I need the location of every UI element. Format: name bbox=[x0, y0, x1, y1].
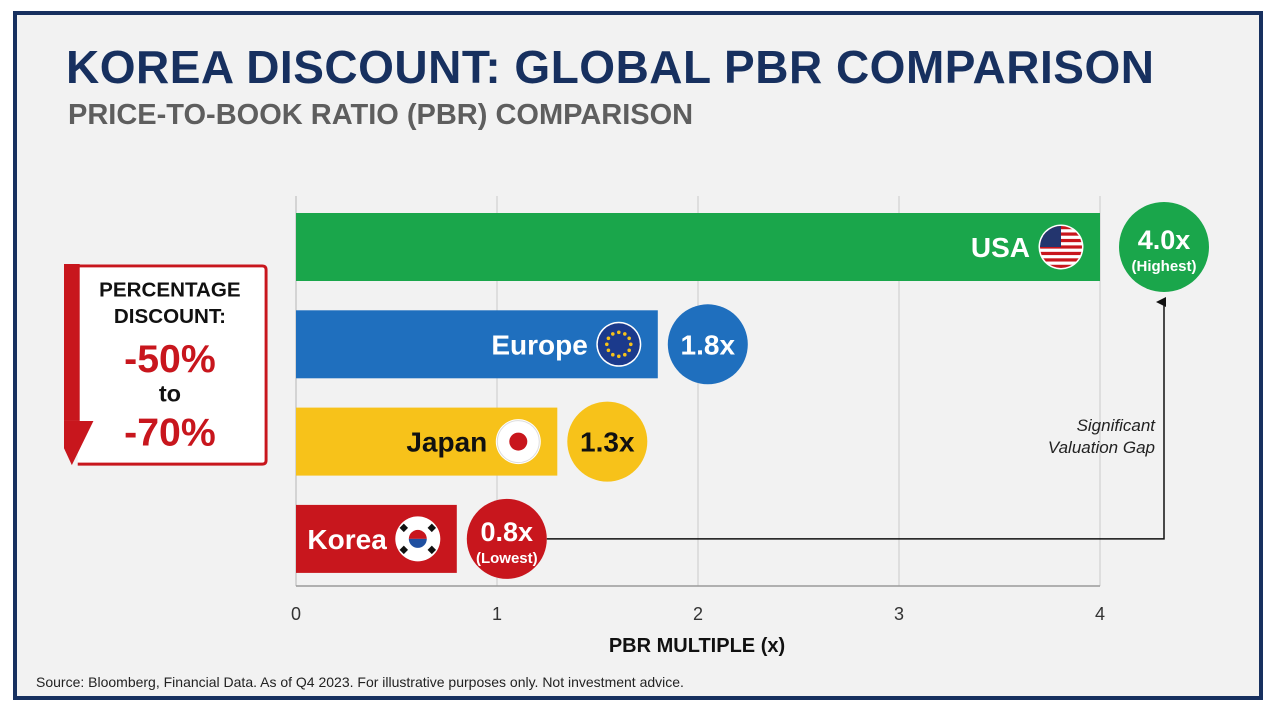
x-tick-label: 0 bbox=[291, 604, 301, 624]
valuation-gap-arrow bbox=[546, 297, 1166, 540]
bar-usa bbox=[296, 213, 1100, 281]
chart-subtitle: PRICE-TO-BOOK RATIO (PBR) COMPARISON bbox=[68, 99, 694, 131]
value-label-europe: 1.8x bbox=[681, 329, 736, 360]
eu-flag-icon bbox=[596, 321, 642, 367]
eu-flag-star bbox=[611, 352, 615, 357]
korea-flag-red bbox=[408, 529, 427, 539]
eu-flag-star bbox=[623, 352, 627, 357]
eu-flag-star bbox=[627, 348, 631, 353]
eu-flag-star bbox=[611, 332, 615, 336]
eu-flag-base bbox=[597, 323, 640, 366]
discount-heading-line1: PERCENTAGE bbox=[99, 278, 241, 301]
us-flag-icon bbox=[1038, 224, 1084, 270]
x-axis-title: PBR MULTIPLE (x) bbox=[609, 635, 785, 657]
discount-heading-line2: DISCOUNT: bbox=[114, 305, 226, 328]
korea-flag-trigram bbox=[427, 523, 437, 533]
x-tick-label: 2 bbox=[693, 604, 703, 624]
value-badge-europe bbox=[667, 304, 748, 385]
eu-flag-star bbox=[627, 336, 631, 341]
us-flag-stripe bbox=[1040, 258, 1082, 262]
japan-flag-icon bbox=[495, 419, 541, 465]
eu-flag-star bbox=[623, 332, 627, 336]
discount-joiner: to bbox=[159, 380, 181, 406]
x-tick-label: 4 bbox=[1095, 604, 1105, 624]
chart-title: KOREA DISCOUNT: GLOBAL PBR COMPARISON bbox=[66, 41, 1155, 93]
x-tick-label: 1 bbox=[492, 604, 502, 624]
category-label-usa: USA bbox=[971, 232, 1030, 263]
korea-flag-trigram bbox=[399, 523, 409, 533]
source-note: Source: Bloomberg, Financial Data. As of… bbox=[36, 674, 684, 690]
value-label-korea: 0.8x bbox=[481, 517, 534, 547]
discount-from: -50% bbox=[124, 337, 216, 381]
eu-flag-star bbox=[617, 354, 621, 359]
korea-flag-trigram bbox=[427, 545, 437, 555]
annotation-line1: Significant bbox=[1077, 416, 1157, 435]
discount-to: -70% bbox=[124, 410, 216, 454]
x-tick-label: 3 bbox=[894, 604, 904, 624]
annotation-line2: Valuation Gap bbox=[1048, 438, 1155, 457]
value-badge-japan bbox=[567, 401, 648, 482]
korea-flag-blue bbox=[408, 538, 427, 548]
eu-flag-star bbox=[617, 330, 621, 335]
korea-flag-icon bbox=[395, 516, 441, 562]
category-label-europe: Europe bbox=[491, 329, 587, 360]
us-flag-body bbox=[1040, 226, 1082, 268]
value-sublabel-usa: (Highest) bbox=[1132, 258, 1197, 275]
us-flag-stripe bbox=[1040, 264, 1082, 268]
eu-flag-star bbox=[606, 348, 611, 353]
value-badge-usa bbox=[1119, 202, 1209, 292]
percentage-discount-callout: PERCENTAGE DISCOUNT: -50% to -70% bbox=[64, 264, 268, 466]
value-badge-korea bbox=[466, 498, 547, 579]
us-flag-stripe bbox=[1040, 251, 1082, 256]
eu-flag-star bbox=[606, 336, 611, 341]
japan-flag-sun bbox=[509, 432, 528, 451]
down-arrow-icon bbox=[64, 264, 94, 466]
eu-flag-star bbox=[629, 342, 633, 347]
value-label-usa: 4.0x bbox=[1138, 225, 1191, 255]
category-label-japan: Japan bbox=[406, 427, 487, 458]
korea-flag-trigram bbox=[399, 545, 409, 555]
value-sublabel-korea: (Lowest) bbox=[476, 550, 538, 567]
eu-flag-star bbox=[605, 342, 609, 347]
category-label-korea: Korea bbox=[307, 524, 387, 555]
value-label-japan: 1.3x bbox=[580, 427, 635, 458]
